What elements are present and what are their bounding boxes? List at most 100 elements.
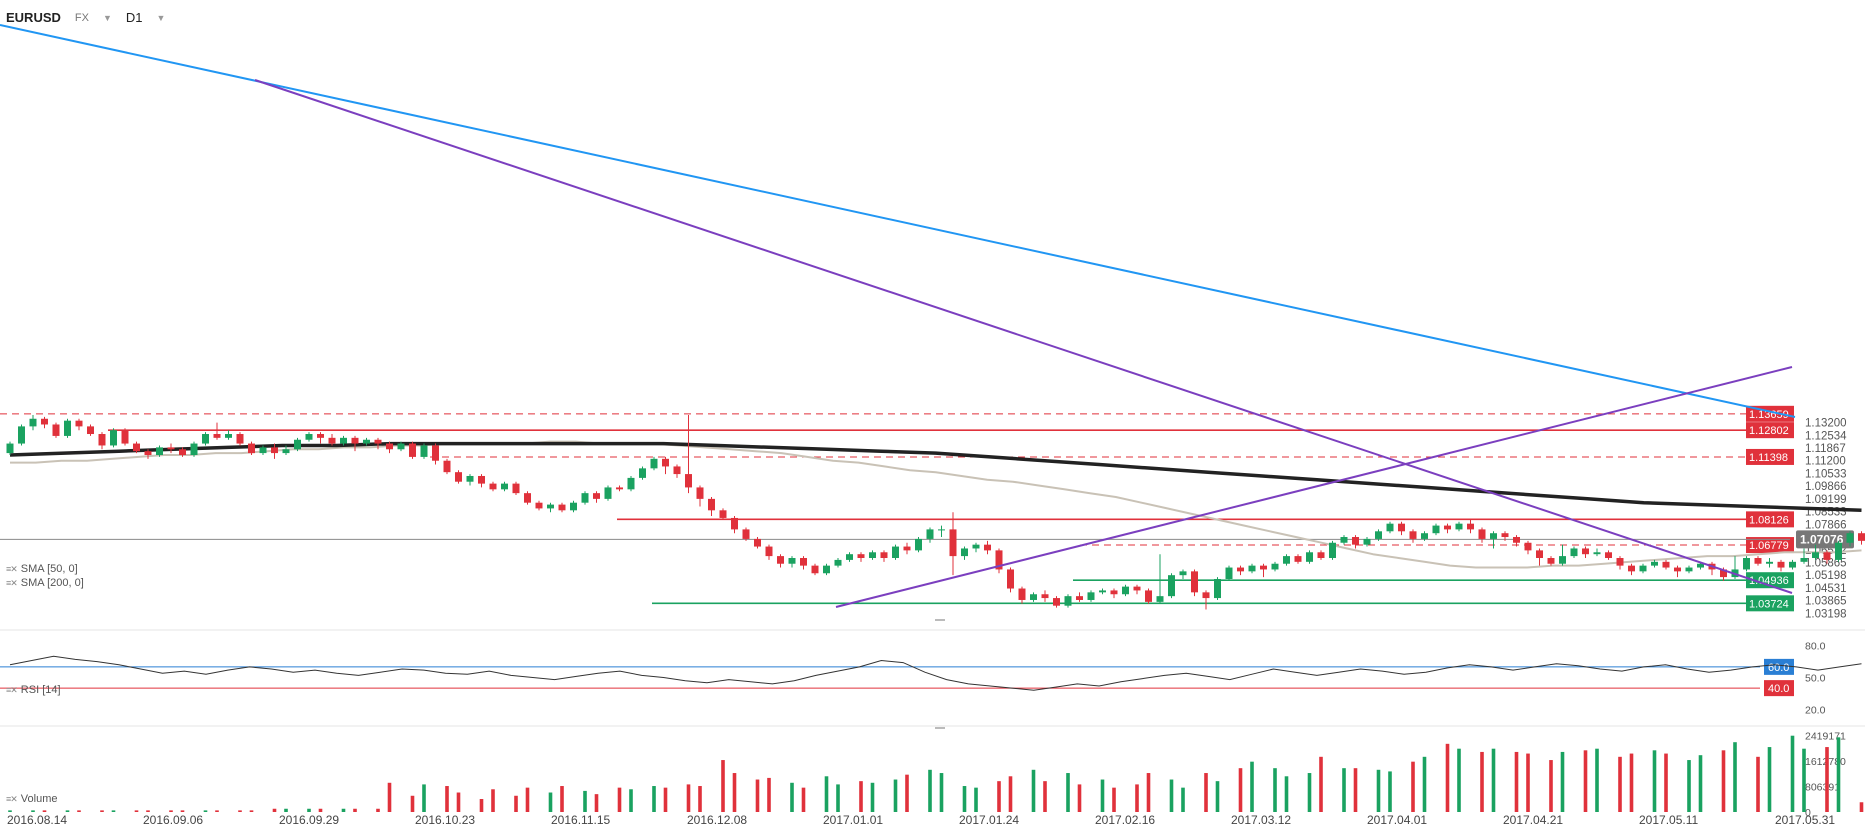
candle-body <box>869 552 876 559</box>
candle-body <box>1536 550 1543 559</box>
volume-bar <box>422 784 426 812</box>
level-tag <box>1746 422 1794 439</box>
volume-bar <box>180 810 185 812</box>
volume-bar <box>169 810 173 812</box>
sma200-line <box>9 441 1862 513</box>
chart-header: EURUSD FX ▼ D1 ▼ <box>6 10 165 25</box>
volume-bar <box>65 810 70 812</box>
x-axis-label: 2017.05.31 <box>1775 813 1835 827</box>
candle-body <box>1616 558 1624 566</box>
candle-body <box>121 430 129 444</box>
rsi-label[interactable]: ≡✕ RSI [14] <box>6 684 61 696</box>
candle-body <box>1306 552 1313 562</box>
candle-body <box>1248 565 1256 572</box>
volume-bar <box>939 773 944 812</box>
volume-bar <box>1112 787 1116 812</box>
candle-body <box>627 477 635 490</box>
candle-body <box>501 483 508 490</box>
candle-body <box>432 445 439 461</box>
candle-body <box>1628 565 1635 572</box>
candle-body <box>190 443 198 456</box>
x-axis-label: 2017.03.12 <box>1231 813 1291 827</box>
candle-body <box>294 439 301 450</box>
candle-body <box>915 538 922 551</box>
price-tick-label: 1.12534 <box>1805 430 1847 442</box>
level-tag <box>1746 537 1794 554</box>
list-icon[interactable]: ≡✕ <box>6 684 18 695</box>
rsi-level-tag <box>1764 680 1794 697</box>
volume-bar <box>284 808 288 812</box>
rsi-level-tag <box>1764 658 1794 675</box>
volume-bar <box>1353 768 1358 812</box>
chevron-down-icon[interactable]: ▼ <box>102 12 112 23</box>
candle-body <box>1260 565 1267 570</box>
volume-bar <box>893 779 898 812</box>
candle-body <box>1547 558 1555 564</box>
candle-body <box>1087 592 1095 600</box>
x-axis-label: 2017.04.21 <box>1503 813 1563 827</box>
sma200-label[interactable]: ≡✕ SMA [200, 0] <box>6 577 84 589</box>
volume-tick-label: 0 <box>1805 807 1811 819</box>
chevron-down-icon[interactable]: ▼ <box>156 12 166 23</box>
candle-body <box>742 529 750 539</box>
candle-body <box>1099 590 1106 593</box>
candle-body <box>144 451 152 456</box>
volume-bar <box>824 776 829 812</box>
candle-body <box>593 493 600 499</box>
volume-bar <box>974 787 978 812</box>
timeframe-label[interactable]: D1 <box>125 10 143 25</box>
candle-body <box>87 426 94 435</box>
candle-body <box>489 483 497 490</box>
level-tag-label: 1.12802 <box>1749 425 1789 437</box>
volume-bar <box>1652 750 1657 812</box>
candle-body <box>340 437 347 444</box>
candle-body <box>133 443 140 452</box>
volume-bar <box>905 774 909 812</box>
candle-body <box>1398 523 1405 532</box>
price-tick-label: 1.09866 <box>1805 481 1847 493</box>
volume-tick-label: 2419171 <box>1805 731 1846 743</box>
volume-bar <box>721 760 725 812</box>
candle-body <box>1846 533 1854 543</box>
candle-body <box>1329 542 1336 559</box>
volume-bar <box>698 786 702 812</box>
candle-body <box>1191 571 1198 593</box>
x-axis-label: 2017.02.16 <box>1095 813 1155 827</box>
volume-bar <box>686 784 691 812</box>
level-tag-label: 1.03724 <box>1749 598 1789 610</box>
candle-body <box>696 487 704 499</box>
sma50-label[interactable]: ≡✕ SMA [50, 0] <box>6 563 78 575</box>
volume-bar <box>1100 779 1105 812</box>
candle-body <box>731 517 738 530</box>
volume-bar <box>1825 747 1829 812</box>
volume-bar <box>1859 802 1864 812</box>
market-label[interactable]: FX <box>74 11 89 24</box>
candle-body <box>1375 531 1382 539</box>
candle-body <box>1685 567 1693 572</box>
candle-body <box>846 554 853 560</box>
volume-label[interactable]: ≡✕ Volume <box>6 793 58 805</box>
list-icon[interactable]: ≡✕ <box>6 577 18 588</box>
volume-bar <box>111 810 116 812</box>
volume-bar <box>1733 742 1737 812</box>
candle-body <box>1651 561 1658 566</box>
candle-body <box>834 559 842 566</box>
volume-bar <box>1802 748 1806 812</box>
volume-bar <box>652 786 656 812</box>
list-icon[interactable]: ≡✕ <box>6 793 18 804</box>
candle-body <box>156 447 163 456</box>
candle-body <box>1168 575 1175 597</box>
candle-body <box>386 443 393 450</box>
symbol-label[interactable]: EURUSD <box>6 10 61 25</box>
volume-bar <box>1215 781 1220 812</box>
volume-bar <box>1618 756 1622 812</box>
x-axis-label: 2016.08.14 <box>7 813 67 827</box>
volume-bar <box>1790 735 1795 812</box>
candle-body <box>1007 569 1014 589</box>
volume-bar <box>272 808 277 812</box>
volume-bar <box>870 782 875 812</box>
candle-body <box>1513 537 1520 543</box>
list-icon[interactable]: ≡✕ <box>6 563 18 574</box>
candle-body <box>1122 586 1129 595</box>
